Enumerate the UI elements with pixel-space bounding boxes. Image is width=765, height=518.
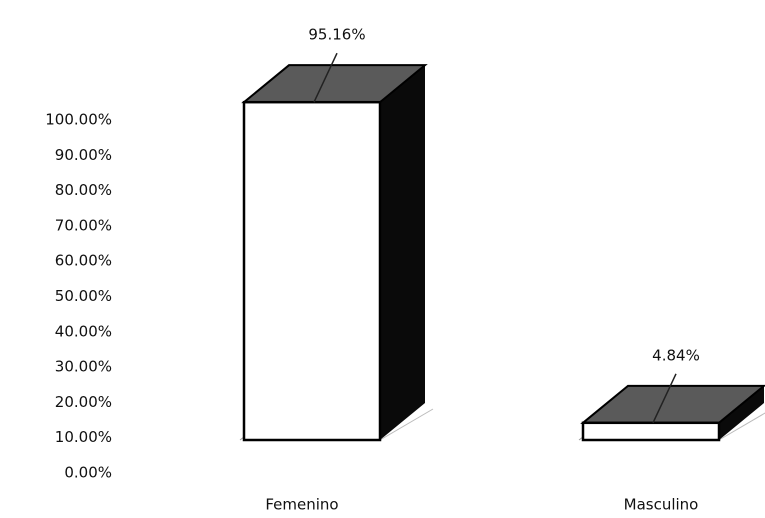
leader-line — [313, 52, 338, 103]
y-tick-label: 100.00% — [45, 111, 112, 129]
y-tick-label: 0.00% — [64, 464, 112, 482]
y-tick-label: 20.00% — [55, 393, 112, 411]
y-tick-label: 90.00% — [55, 146, 112, 164]
leader-line — [652, 373, 677, 424]
y-tick-label: 80.00% — [55, 181, 112, 199]
x-tick-label: Masculino — [624, 496, 699, 514]
y-tick-label: 10.00% — [55, 428, 112, 446]
data-label: 4.84% — [652, 346, 700, 364]
y-tick-label: 40.00% — [55, 322, 112, 340]
bar-side — [719, 385, 764, 440]
y-tick-label: 50.00% — [55, 287, 112, 305]
floor-line — [718, 412, 765, 441]
y-tick-label: 60.00% — [55, 252, 112, 270]
x-tick-label: Femenino — [265, 496, 338, 514]
bar-side — [380, 65, 425, 440]
y-tick-label: 30.00% — [55, 358, 112, 376]
bar — [581, 421, 721, 442]
floor-line — [379, 408, 434, 441]
data-label: 95.16% — [308, 26, 365, 44]
bar — [242, 100, 382, 442]
y-tick-label: 70.00% — [55, 216, 112, 234]
